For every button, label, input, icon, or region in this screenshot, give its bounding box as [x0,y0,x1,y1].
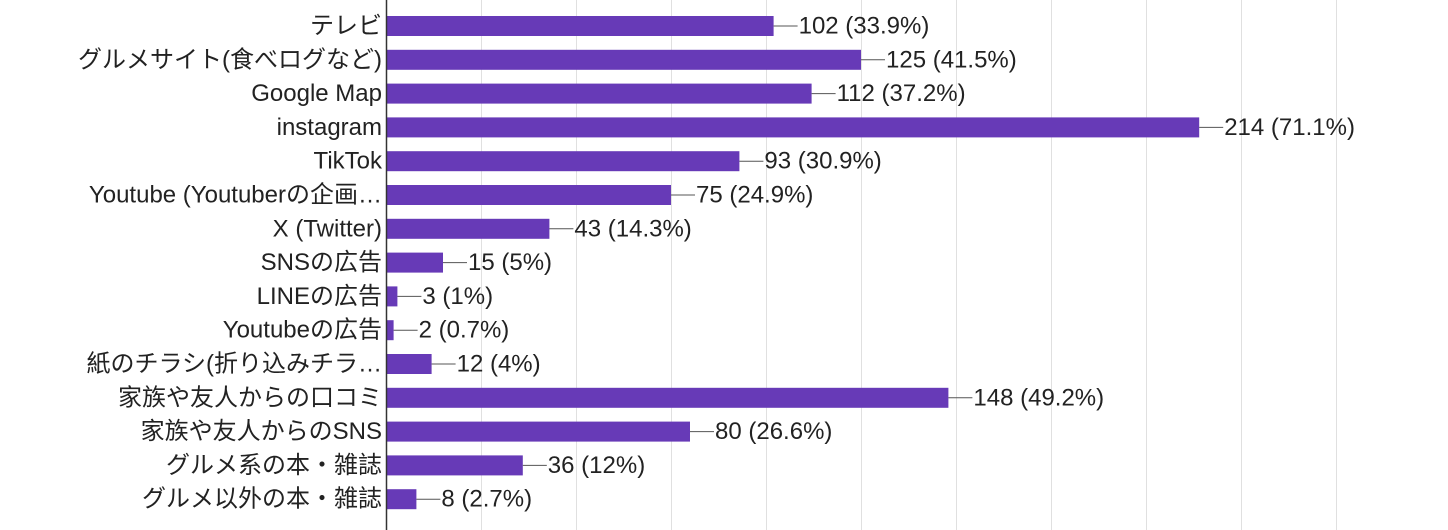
category-label: グルメ以外の本・雑誌 [142,486,382,513]
category-label: LINEの広告 [257,283,382,310]
data-label: 148 (49.2%) [973,384,1104,411]
category-label: SNSの広告 [261,249,382,276]
data-label: 2 (0.7%) [419,317,510,344]
data-label: 80 (26.6%) [715,418,832,445]
bar [386,252,443,273]
bar [386,421,690,442]
category-label: 紙のチラシ(折り込みチラ… [86,351,382,378]
data-label: 214 (71.1%) [1224,114,1355,141]
data-label: 15 (5%) [468,249,552,276]
data-label: 3 (1%) [422,283,493,310]
bar [386,151,740,172]
data-label: 75 (24.9%) [696,182,813,209]
leader-lines [393,25,1224,500]
data-label: 12 (4%) [457,351,541,378]
data-label: 112 (37.2%) [837,80,966,107]
category-label: 家族や友人からのSNS [141,418,382,445]
data-label: 43 (14.3%) [574,215,691,242]
bar [386,354,432,374]
data-label: 8 (2.7%) [441,486,532,513]
bar [386,218,550,239]
bar [386,489,417,510]
category-label: Google Map [251,80,382,107]
bar [386,117,1200,138]
category-label: instagram [277,114,382,141]
category-label: X (Twitter) [273,215,382,242]
bar [386,16,774,36]
bar [386,387,949,408]
category-label: TikTok [314,148,383,175]
category-label: 家族や友人からの口コミ [118,384,382,411]
category-label: グルメ系の本・雑誌 [166,452,382,479]
data-label: 125 (41.5%) [886,46,1017,73]
category-label: Youtube (Youtuberの企画… [89,182,382,209]
bar [386,320,394,341]
data-label: 102 (33.9%) [799,13,930,40]
category-label: Youtubeの広告 [223,317,382,344]
category-label: テレビ [310,13,382,40]
category-label: グルメサイト(食べログなど) [78,46,382,73]
data-label: 93 (30.9%) [764,148,881,175]
bar [386,286,398,307]
bar [386,83,812,104]
bars [386,16,1200,510]
data-label: 36 (12%) [548,452,645,479]
bar [386,185,671,205]
data-labels: 102 (33.9%) 125 (41.5%) 112 (37.2%) 214 (71… [419,13,1355,513]
bar [386,49,861,70]
bar [386,455,523,476]
